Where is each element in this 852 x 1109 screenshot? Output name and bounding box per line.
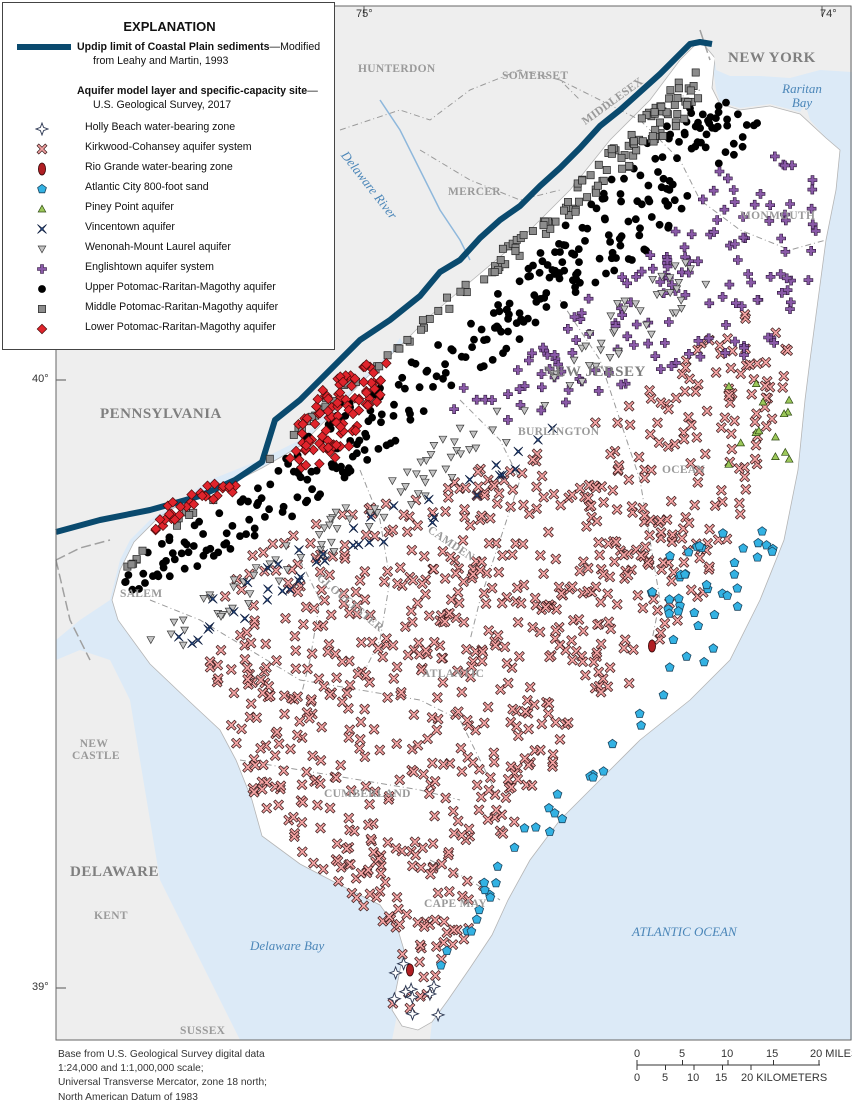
- circle-icon: [38, 285, 46, 293]
- county-label-atlantic: ATLANTIC: [422, 668, 485, 680]
- county-label-kent: KENT: [94, 910, 128, 922]
- raritan-bay-area: [716, 82, 812, 112]
- scale-km-15: 15: [715, 1072, 728, 1084]
- latitude-label-40: 40°: [32, 373, 49, 385]
- scale-bar: 0 5 10 15 20 MILES 0 5 10 15 20 KILOMETE…: [620, 1048, 852, 1104]
- county-label-mercer: MERCER: [448, 186, 501, 198]
- atlantic-ocean-area: [430, 30, 852, 1040]
- legend-item-label: Piney Point aquifer: [85, 201, 174, 213]
- legend-title: EXPLANATION: [123, 19, 216, 34]
- plus-icon: [37, 264, 47, 274]
- water-label-atlantic-ocean: ATLANTIC OCEAN: [632, 924, 737, 939]
- legend-item-label: Vincentown aquifer: [85, 221, 175, 233]
- legend-sites-source: U.S. Geological Survey, 2017: [93, 99, 232, 111]
- scale-km-10: 10: [687, 1072, 700, 1084]
- state-label-new-york: NEW YORK: [728, 50, 816, 66]
- square-icon: [38, 305, 46, 313]
- latitude-label-39: 39°: [32, 981, 49, 993]
- state-label-pennsylvania: PENNSYLVANIA: [100, 406, 222, 422]
- scale-km-20: 20 KILOMETERS: [741, 1072, 828, 1084]
- legend-updip-source: from Leahy and Martin, 1993: [93, 55, 229, 67]
- scale-mi-15: 15: [766, 1048, 779, 1060]
- county-label-cumberland: CUMBERLAND: [324, 788, 411, 800]
- legend-item-label: Middle Potomac-Raritan-Magothy aquifer: [85, 301, 279, 313]
- legend-item-label: Wenonah-Mount Laurel aquifer: [85, 241, 231, 253]
- legend-item-label: Englishtown aquifer system: [85, 261, 214, 273]
- water-label-raritan-bay: Raritan Bay: [782, 81, 822, 110]
- map-border: [55, 5, 852, 1041]
- scale-bar-graphic: [636, 1060, 820, 1070]
- credit-line-2: 1:24,000 and 1:1,000,000 scale;: [58, 1063, 204, 1075]
- legend-item-label: Atlantic City 800-foot sand: [85, 181, 209, 193]
- county-label-cape-may: CAPE MAY: [424, 898, 487, 910]
- graticule-ticks: [56, 6, 823, 989]
- diamond-icon: [36, 323, 48, 335]
- scale-mi-10: 10: [721, 1048, 734, 1060]
- x-mark-icon: [37, 144, 47, 154]
- county-label-new-castle: NEW CASTLE: [72, 738, 120, 762]
- coastal-plain-land: [111, 39, 841, 1031]
- credit-line-3: Universal Transverse Mercator, zone 18 n…: [58, 1077, 267, 1089]
- delaware-land: [56, 650, 240, 1040]
- delaware-river-line: [379, 99, 471, 261]
- legend-item-label: Kirkwood-Cohansey aquifer system: [85, 141, 252, 153]
- legend-item-label: Lower Potomac-Raritan-Magothy aquifer: [85, 321, 276, 333]
- ellipse-icon: [38, 162, 46, 176]
- county-label-somerset: SOMERSET: [502, 70, 569, 82]
- scale-km-5: 5: [662, 1072, 669, 1084]
- scale-mi-0: 0: [634, 1048, 641, 1060]
- legend-panel: EXPLANATION Updip limit of Coastal Plain…: [2, 2, 335, 350]
- county-label-salem: SALEM: [120, 588, 163, 600]
- longitude-label-75: 75°: [356, 8, 373, 20]
- credit-line-1: Base from U.S. Geological Survey digital…: [58, 1049, 265, 1060]
- county-label-burlington: BURLINGTON: [518, 426, 600, 438]
- legend-sites-heading: Aquifer model layer and specific-capacit…: [77, 85, 318, 97]
- county-label-hunterdon: HUNTERDON: [358, 63, 436, 75]
- triangle-down-icon: [37, 245, 47, 254]
- state-label-delaware: DELAWARE: [70, 864, 160, 880]
- legend-item-label: Upper Potomac-Raritan-Magothy aquifer: [85, 281, 276, 293]
- star4-icon: [35, 122, 49, 136]
- scale-mi-20: 20 MILES: [810, 1048, 852, 1060]
- updip-line-swatch: [17, 44, 71, 50]
- base-map-credit: Base from U.S. Geological Survey digital…: [58, 1048, 267, 1105]
- county-label-sussex: SUSSEX: [180, 1025, 226, 1037]
- pentagon-icon: [37, 183, 47, 194]
- updip-limit-line: [55, 39, 713, 535]
- star4-x-icon: [37, 224, 47, 234]
- scale-mi-5: 5: [679, 1048, 686, 1060]
- longitude-label-74: 74°: [820, 8, 837, 20]
- triangle-up-icon: [37, 204, 47, 213]
- county-label-monmouth: MONMOUTH: [740, 210, 816, 222]
- legend-item-label: Rio Grande water-bearing zone: [85, 161, 233, 173]
- credit-line-4: North American Datum of 1983: [58, 1091, 198, 1103]
- county-label-ocean: OCEAN: [662, 464, 706, 476]
- legend-updip-text: Updip limit of Coastal Plain sediments—M…: [77, 41, 321, 53]
- scale-km-0: 0: [634, 1072, 641, 1084]
- water-label-delaware-bay: Delaware Bay: [250, 938, 325, 953]
- state-label-new-jersey: NEW JERSEY: [544, 364, 646, 380]
- new-york-land: [712, 28, 852, 78]
- legend-item-label: Holly Beach water-bearing zone: [85, 121, 236, 133]
